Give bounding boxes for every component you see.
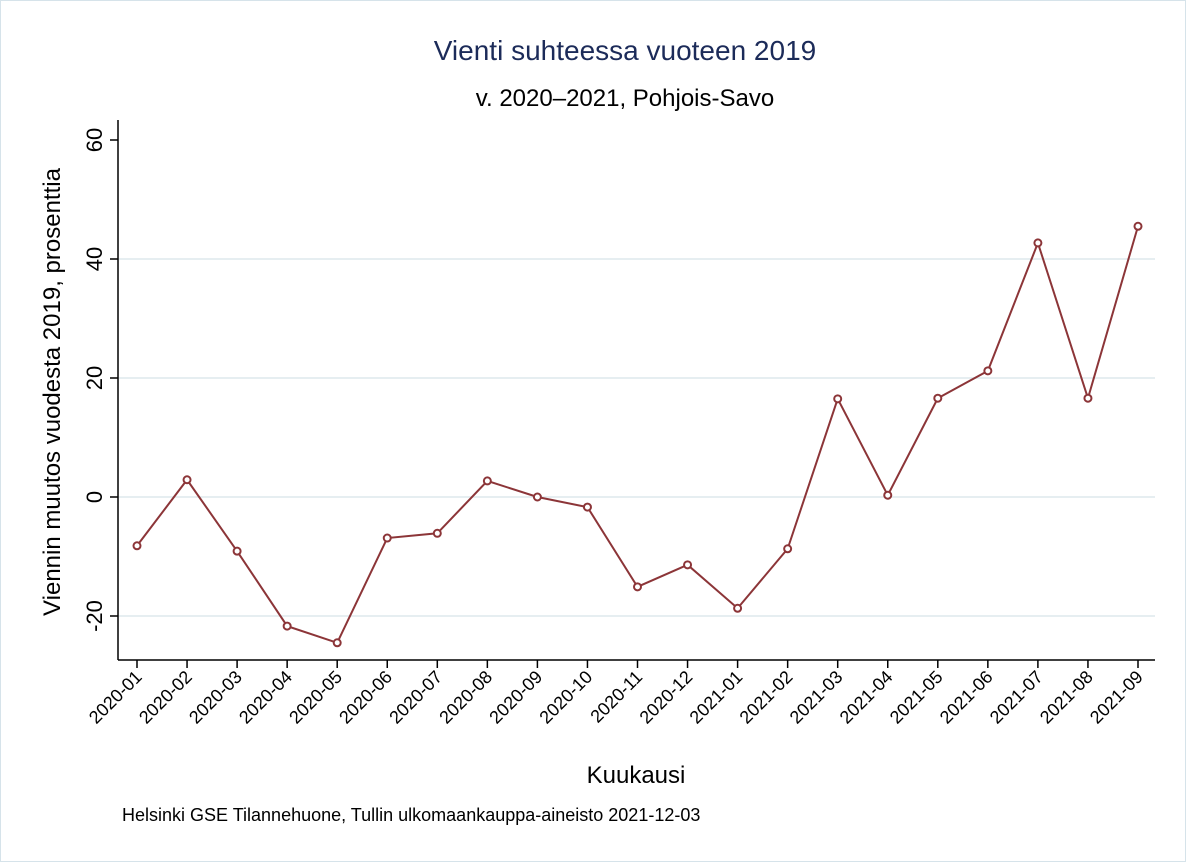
x-tick-label: 2020-01 — [85, 667, 146, 728]
data-point — [1083, 393, 1093, 403]
data-point — [833, 394, 843, 404]
data-point — [733, 603, 743, 613]
y-tick-label: -20 — [82, 600, 107, 632]
x-tick-label: 2021-04 — [836, 667, 897, 728]
x-tick-label: 2020-09 — [485, 667, 546, 728]
data-point — [482, 476, 492, 486]
x-tick-label: 2021-07 — [986, 667, 1047, 728]
y-axis-label: Viennin muutos vuodesta 2019, prosenttia — [39, 167, 66, 616]
data-point — [532, 492, 542, 502]
data-point — [683, 560, 693, 570]
data-point — [783, 544, 793, 554]
data-point — [232, 546, 242, 556]
x-tick-label: 2021-09 — [1086, 667, 1147, 728]
chart-title: Vienti suhteessa vuoteen 2019 — [434, 35, 816, 66]
x-tick-label: 2021-08 — [1036, 667, 1097, 728]
source-note: Helsinki GSE Tilannehuone, Tullin ulkoma… — [122, 805, 700, 825]
data-point — [1133, 221, 1143, 231]
data-point — [132, 541, 142, 551]
data-point — [432, 528, 442, 538]
x-tick-label: 2021-06 — [936, 667, 997, 728]
data-point — [883, 490, 893, 500]
y-tick-label: 0 — [82, 491, 107, 503]
y-tick-label: 20 — [82, 366, 107, 390]
chart-subtitle: v. 2020–2021, Pohjois-Savo — [476, 85, 774, 112]
data-point — [582, 502, 592, 512]
x-tick-label: 2020-06 — [335, 667, 396, 728]
x-tick-label: 2021-05 — [886, 667, 947, 728]
data-point — [332, 638, 342, 648]
x-tick-label: 2021-02 — [736, 667, 797, 728]
data-point — [282, 621, 292, 631]
x-tick-label: 2020-03 — [185, 667, 246, 728]
y-tick-label: 60 — [82, 128, 107, 152]
x-tick-label: 2020-05 — [285, 667, 346, 728]
data-point — [633, 582, 642, 592]
x-tick-label: 2020-12 — [636, 667, 697, 728]
data-point — [983, 366, 993, 376]
x-tick-label: 2021-01 — [686, 667, 747, 728]
x-tick-label: 2020-02 — [135, 667, 196, 728]
data-point — [1033, 238, 1043, 248]
x-tick-label: 2020-08 — [435, 667, 496, 728]
x-tick-label: 2020-11 — [586, 667, 646, 727]
data-point — [933, 393, 943, 403]
series-line — [136, 225, 1139, 645]
x-tick-label: 2021-03 — [786, 667, 847, 728]
data-point — [382, 533, 392, 543]
y-tick-label: 40 — [82, 247, 107, 271]
data-point — [182, 475, 192, 485]
x-tick-label: 2020-07 — [385, 667, 446, 728]
x-tick-label: 2020-10 — [535, 667, 596, 728]
x-tick-label: 2020-04 — [235, 667, 296, 728]
x-axis-label: Kuukausi — [587, 762, 686, 789]
